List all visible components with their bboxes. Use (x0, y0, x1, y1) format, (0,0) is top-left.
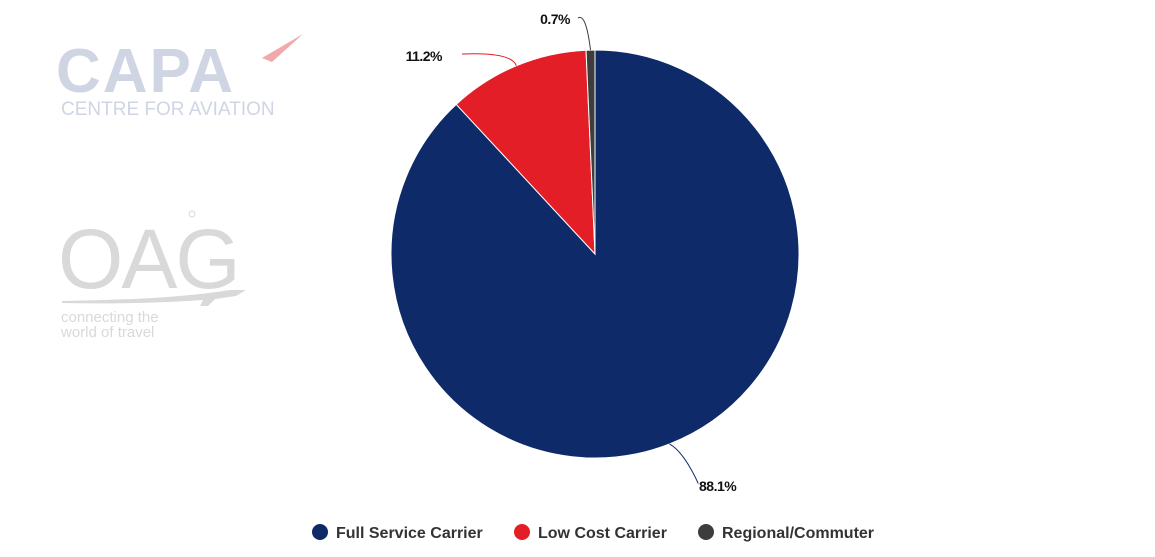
oag-logo-name: OAG (58, 212, 239, 306)
legend: Full Service Carrier Low Cost Carrier Regi… (312, 524, 874, 542)
capa-logo-swoosh-icon (262, 34, 303, 62)
legend-label-low-cost-carrier: Low Cost Carrier (538, 525, 667, 542)
legend-swatch-regional-commuter (698, 524, 714, 540)
capa-logo-tagline: CENTRE FOR AVIATION (61, 99, 275, 120)
legend-item-low-cost-carrier[interactable]: Low Cost Carrier (514, 524, 667, 542)
legend-label-regional-commuter: Regional/Commuter (722, 525, 874, 542)
legend-label-full-service-carrier: Full Service Carrier (336, 525, 483, 542)
legend-item-full-service-carrier[interactable]: Full Service Carrier (312, 524, 483, 542)
pie-label-connector-low-cost-carrier (461, 53, 517, 66)
pie-slice-low-cost-carrier[interactable] (455, 49, 596, 256)
pie-labels: 88.1% 11.2% 0.7% (404, 10, 739, 496)
oag-logo-plane-icon (62, 290, 246, 306)
pie-data-label-full-service-carrier: 88.1% (699, 478, 737, 494)
oag-logo-tagline-line2: world of travel (60, 324, 154, 341)
legend-item-regional-commuter[interactable]: Regional/Commuter (698, 524, 874, 542)
pie-data-label-low-cost-carrier: 11.2% (406, 48, 443, 64)
legend-swatch-low-cost-carrier (514, 524, 530, 540)
pie-data-label-regional-commuter: 0.7% (540, 11, 571, 27)
capa-logo: CAPA CENTRE FOR AVIATION (56, 34, 303, 120)
pie-slice-regional-commuter[interactable] (585, 49, 596, 255)
legend-swatch-full-service-carrier (312, 524, 328, 540)
pie-slices (390, 49, 800, 459)
pie-label-connector-regional-commuter (577, 16, 592, 51)
pie-label-connector-full-service-carrier (669, 443, 700, 486)
oag-logo-tagline-line1: connecting the (61, 309, 159, 326)
oag-logo: OAG connecting the world of travel (58, 210, 246, 341)
capa-logo-name: CAPA (56, 37, 235, 106)
oag-logo-registered-icon (188, 210, 196, 218)
